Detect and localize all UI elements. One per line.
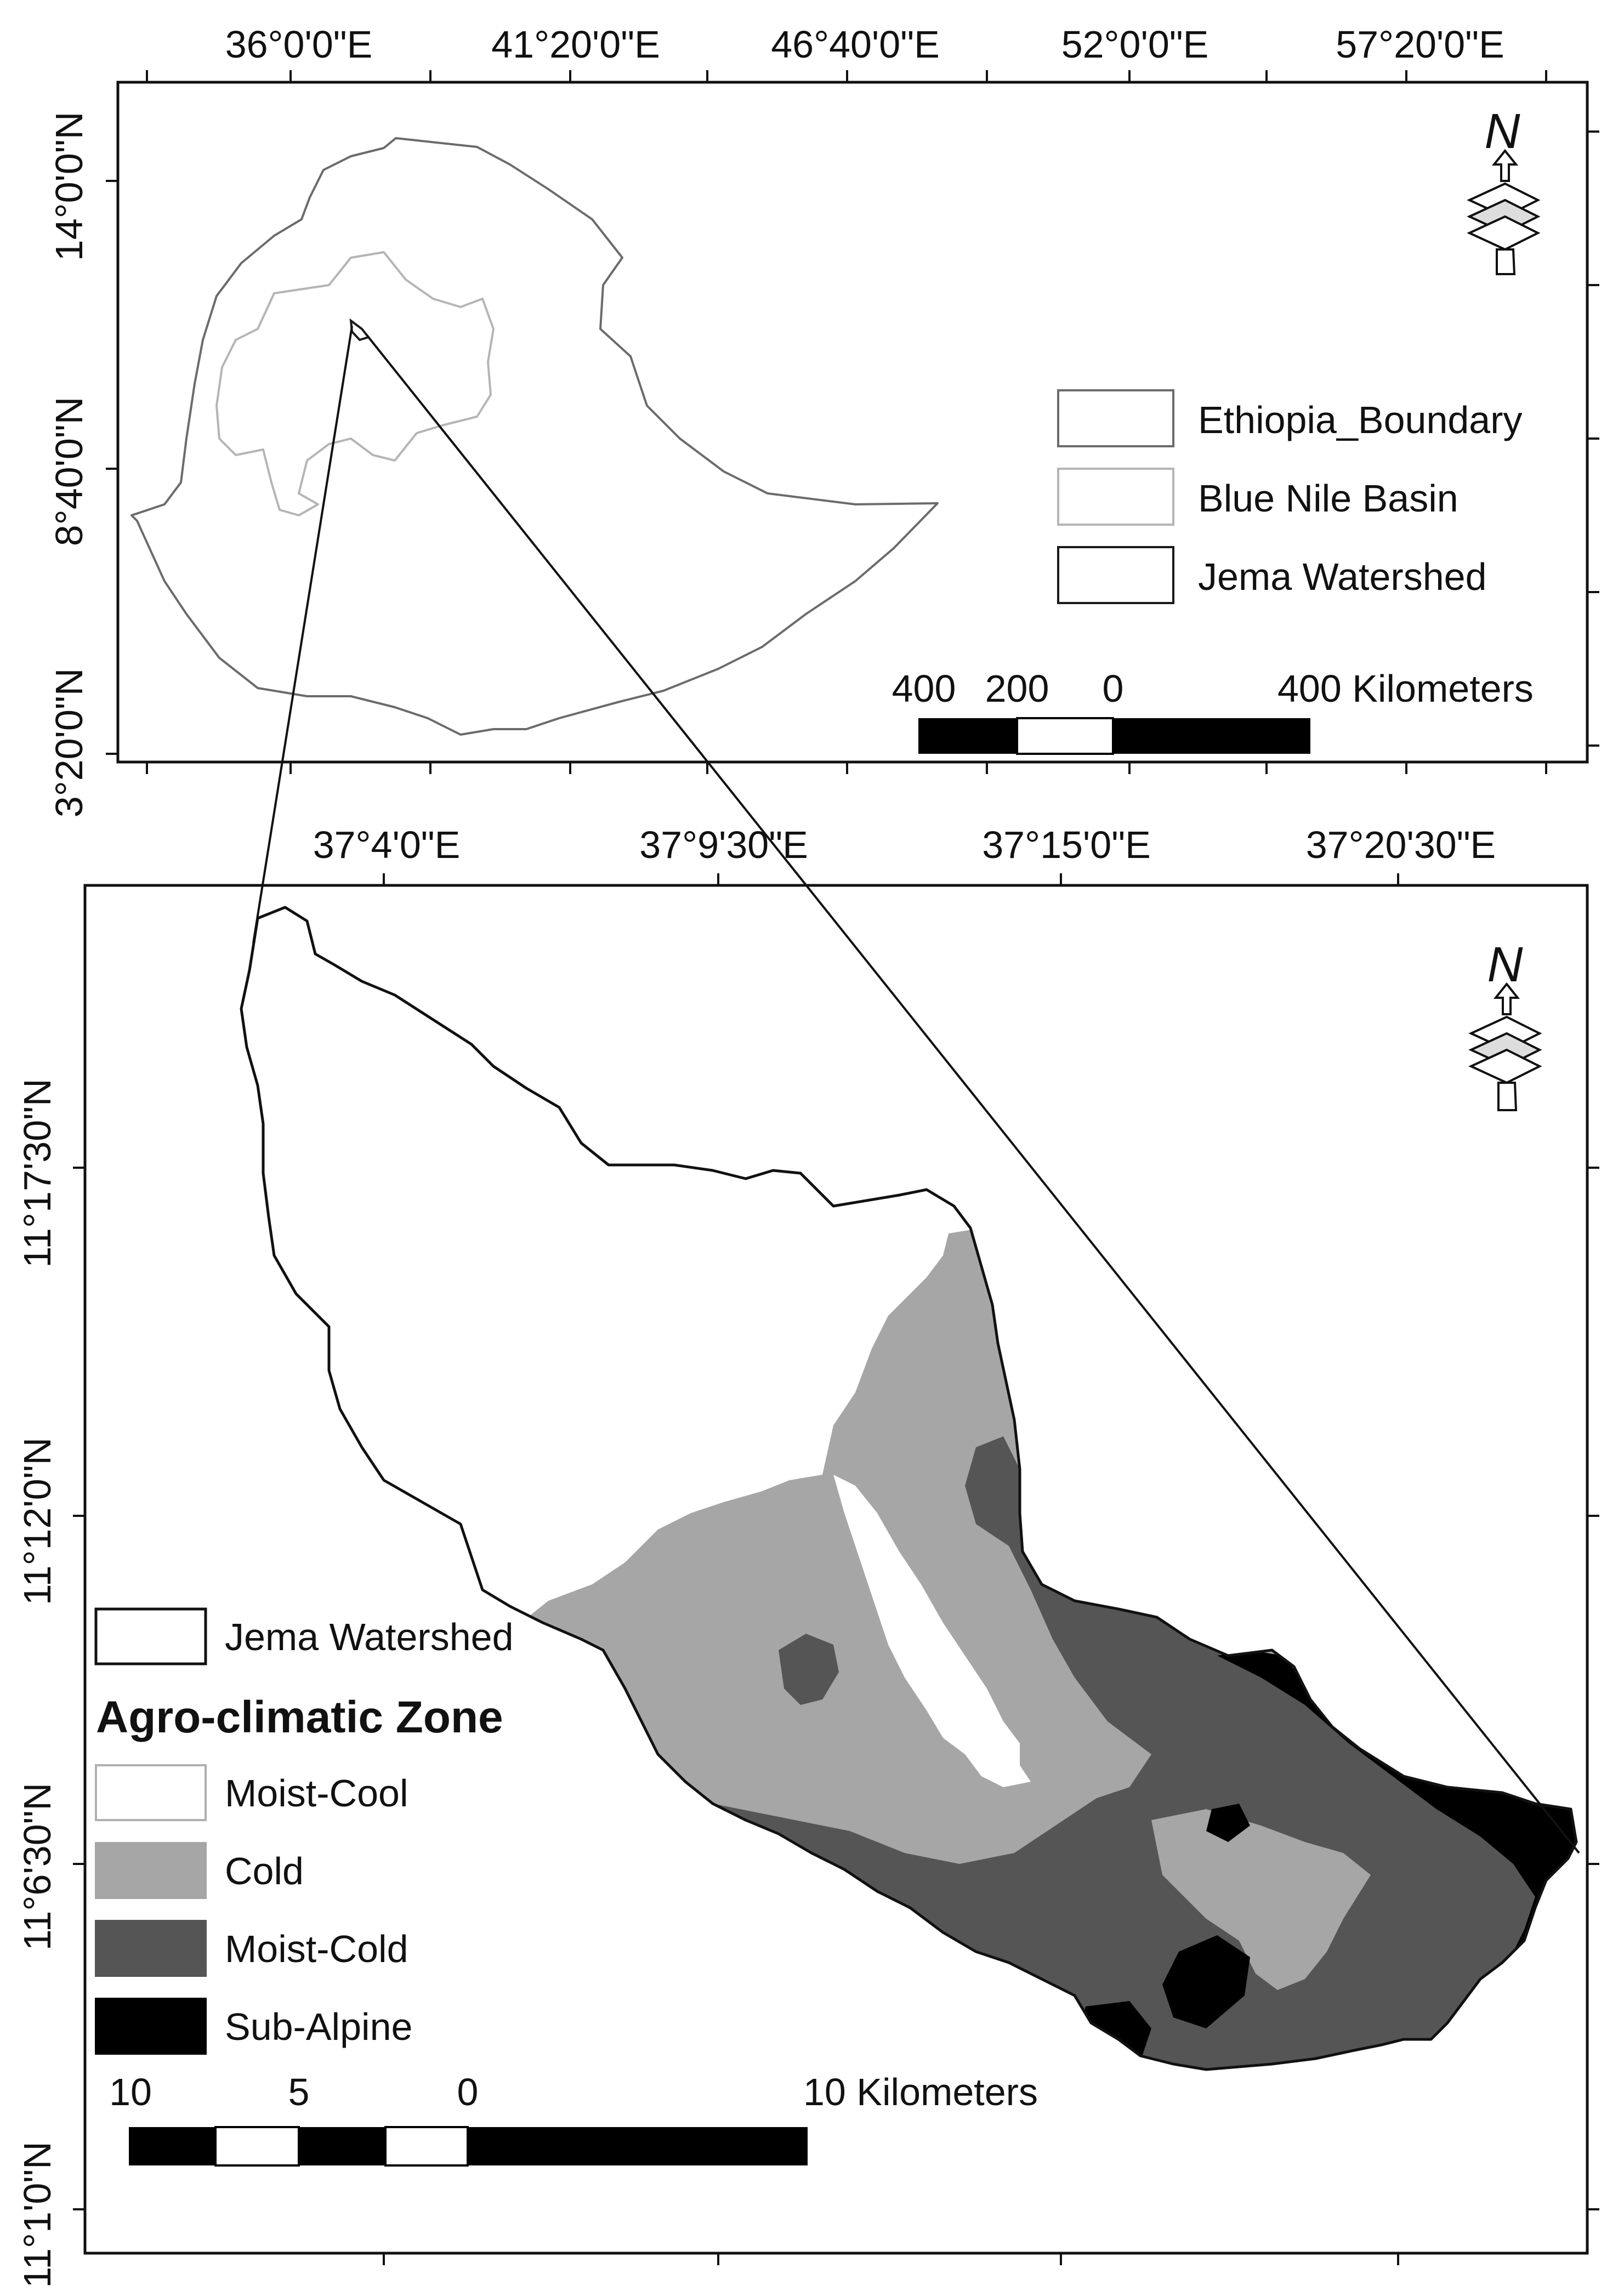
- inset-scale-label: 0: [1103, 667, 1124, 710]
- main-left-tick-label: 11°6'30"N: [16, 1783, 59, 1951]
- zoom-line-left: [252, 326, 353, 943]
- main-left-tick-label: 11°1'0"N: [16, 2141, 59, 2288]
- main-right-ticks: [1587, 1167, 1599, 2210]
- inset-right-ticks: [1587, 130, 1599, 747]
- main-bottom-ticks: [383, 2253, 1399, 2265]
- inset-left-tick-label: 14°0'0"N: [48, 112, 90, 261]
- inset-scale-label: 400 Kilometers: [1277, 667, 1534, 710]
- main-scale-bar: 10 5 0 10 Kilometers: [109, 2071, 1038, 2167]
- zoom-line-right: [365, 333, 1580, 1854]
- legend-label-ethiopia: Ethiopia_Boundary: [1198, 399, 1523, 441]
- zone-cold-inner-white: [833, 1475, 1031, 1787]
- main-top-tick-label: 37°15'0"E: [982, 823, 1151, 866]
- ethiopia-boundary: [130, 137, 939, 736]
- inset-north-label: N: [1485, 104, 1521, 159]
- inset-top-tick-label: 52°0'0"E: [1061, 23, 1209, 66]
- legend-swatch-blue-nile: [1057, 468, 1174, 526]
- inset-top-tick-label: 41°20'0"E: [491, 23, 660, 66]
- main-top-ticks: [383, 873, 1399, 885]
- main-north-arrow-icon: N: [1468, 937, 1542, 1111]
- main-map: 37°4'0"E 37°9'30"E 37°15'0"E 37°20'30"E …: [16, 823, 1599, 2288]
- main-north-label: N: [1487, 937, 1524, 992]
- inset-left-tick-label: 3°20'0"N: [48, 668, 90, 817]
- main-top-tick-label: 37°4'0"E: [313, 823, 461, 866]
- legend-swatch-sub-alpine: [95, 1998, 207, 2055]
- main-scale-label: 5: [288, 2071, 310, 2113]
- zone-sub-alpine-patch: [1206, 1804, 1250, 1842]
- main-scale-label: 0: [457, 2071, 479, 2113]
- blue-nile-basin: [215, 251, 495, 516]
- inset-top-tick-label: 57°20'0"E: [1336, 23, 1504, 66]
- inset-top-tick-label: 46°40'0"E: [771, 23, 940, 66]
- legend-swatch-moist-cool: [95, 1764, 207, 1821]
- main-top-tick-label: 37°20'30"E: [1306, 823, 1496, 866]
- main-top-tick-label: 37°9'30"E: [639, 823, 808, 866]
- main-left-tick-label: 11°12'0"N: [16, 1437, 59, 1605]
- zone-cold-lower-patch: [1151, 1809, 1371, 1990]
- legend-label-jema: Jema Watershed: [1198, 555, 1487, 598]
- main-scale-label: 10 Kilometers: [803, 2071, 1038, 2113]
- inset-north-arrow-icon: N: [1467, 104, 1541, 275]
- main-legend: Jema Watershed Agro-climatic Zone Moist-…: [94, 1607, 514, 2055]
- legend-title: Agro-climatic Zone: [96, 1692, 503, 1742]
- inset-scale-label: 400: [892, 667, 956, 710]
- zone-moist-cold-patch: [779, 1634, 839, 1705]
- inset-legend: Ethiopia_Boundary Blue Nile Basin Jema W…: [1057, 389, 1523, 604]
- main-scale-label: 10: [109, 2071, 152, 2113]
- zone-sub-alpine-patch: [1162, 1935, 1250, 2028]
- main-left-tick-label: 11°17'30"N: [16, 1078, 59, 1267]
- inset-scale-bar: 400 200 0 400 Kilometers: [892, 667, 1534, 755]
- legend-swatch-moist-cold: [95, 1920, 207, 1977]
- legend-swatch-cold: [95, 1842, 207, 1899]
- legend-label-moist-cold: Moist-Cold: [225, 1928, 408, 1970]
- legend-swatch-jema: [1057, 546, 1174, 604]
- inset-top-ticks: [146, 70, 1547, 82]
- legend-label-blue-nile: Blue Nile Basin: [1198, 477, 1458, 520]
- legend-label-cold: Cold: [225, 1850, 304, 1892]
- legend-label-sub-alpine: Sub-Alpine: [225, 2005, 412, 2048]
- legend-swatch-ethiopia: [1057, 389, 1174, 447]
- main-left-ticks: [73, 1167, 85, 2210]
- inset-scale-label: 200: [985, 667, 1049, 710]
- inset-top-tick-label: 36°0'0"E: [225, 23, 373, 66]
- jema-watershed-outline: [240, 906, 1578, 2071]
- legend-label-jema-watershed: Jema Watershed: [225, 1616, 514, 1658]
- inset-left-tick-label: 8°40'0"N: [48, 397, 90, 546]
- inset-left-ticks: [106, 180, 118, 755]
- inset-map: 36°0'0"E 41°20'0"E 46°40'0"E 52°0'0"E 57…: [48, 23, 1599, 817]
- legend-label-moist-cool: Moist-Cool: [225, 1772, 408, 1815]
- legend-swatch-jema-watershed: [94, 1607, 207, 1665]
- inset-bottom-ticks: [146, 762, 1547, 774]
- zoom-lead-lines: [252, 326, 1580, 1854]
